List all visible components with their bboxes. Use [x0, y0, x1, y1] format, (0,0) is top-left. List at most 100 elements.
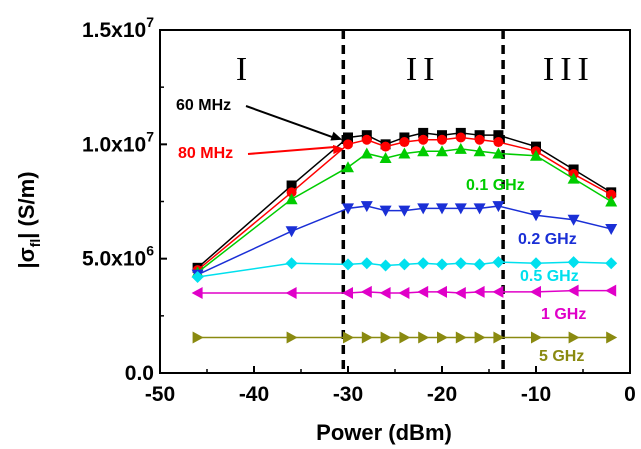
data-point-80-mhz — [380, 141, 391, 152]
data-point-80-mhz — [474, 134, 485, 145]
y-tick-label: 1.0x107 — [82, 128, 154, 156]
data-point-5-ghz — [531, 331, 542, 344]
data-point-1-ghz — [379, 286, 391, 299]
data-point-80-mhz — [606, 189, 617, 200]
data-point-0-2-ghz — [285, 226, 298, 238]
series-label-0-2-ghz: 0.2 GHz — [518, 231, 577, 248]
series-0-2-ghz — [191, 201, 618, 281]
data-point-5-ghz — [380, 331, 392, 344]
y-tick-label: 1.5x107 — [82, 14, 154, 42]
data-point-80-mhz — [437, 134, 447, 145]
data-point-0-5-ghz — [605, 257, 618, 270]
data-point-0-2-ghz — [379, 205, 392, 217]
data-point-0-2-ghz — [360, 201, 373, 213]
data-point-1-ghz — [605, 284, 617, 297]
y-axis-title-sub: fl — [27, 239, 43, 248]
data-point-5-ghz — [606, 331, 618, 344]
series-5-ghz — [192, 331, 618, 344]
series-label-80-mhz: 80 MHz — [178, 145, 233, 162]
data-point-5-ghz — [192, 331, 204, 344]
y-axis-title-rest: | (S/m) — [14, 171, 39, 238]
arrow-head-60-mhz — [330, 131, 343, 141]
data-point-0-1-ghz — [436, 145, 448, 157]
x-tick-label: -30 — [333, 383, 363, 406]
x-tick-label: -50 — [145, 383, 175, 406]
x-tick-label: -10 — [521, 383, 551, 406]
data-point-1-ghz — [342, 286, 353, 299]
y-tick-exponent: 6 — [146, 243, 154, 259]
series-label-1-ghz: 1 GHz — [541, 306, 586, 323]
y-axis-title: |σfl| (S/m) — [14, 171, 43, 268]
data-point-80-mhz — [286, 187, 297, 198]
y-tick-mantissa: 5.0x10 — [82, 248, 146, 271]
series-label-0-5-ghz: 0.5 GHz — [520, 268, 579, 285]
data-point-60-mhz — [343, 132, 353, 143]
data-point-5-ghz — [286, 331, 298, 344]
y-tick-label: 0.0 — [125, 362, 154, 385]
data-point-1-ghz — [191, 286, 203, 299]
y-tick-exponent: 7 — [146, 128, 154, 144]
data-point-5-ghz — [418, 331, 430, 344]
data-point-80-mhz — [343, 139, 353, 150]
data-point-0-1-ghz — [473, 145, 486, 157]
data-point-5-ghz — [399, 331, 411, 344]
data-point-0-5-ghz — [417, 257, 430, 270]
data-point-0-2-ghz — [605, 223, 618, 235]
series-labels: 60 MHz 80 MHz 0.1 GHz 0.2 GHz 0.5 GHz 1 GHz 5 … — [176, 97, 586, 365]
data-point-0-2-ghz — [417, 203, 430, 215]
data-point-5-ghz — [343, 331, 354, 344]
data-point-0-5-ghz — [454, 257, 467, 270]
data-point-0-1-ghz — [360, 147, 373, 159]
region-label-iii: III — [543, 51, 595, 88]
data-point-80-mhz — [399, 137, 410, 148]
data-point-1-ghz — [360, 285, 372, 298]
data-point-1-ghz — [473, 285, 485, 298]
data-point-5-ghz — [493, 331, 505, 344]
data-point-0-5-ghz — [473, 258, 486, 271]
data-point-0-5-ghz — [285, 257, 298, 270]
data-point-0-1-ghz — [398, 147, 411, 159]
data-point-1-ghz — [285, 286, 297, 299]
x-axis-title: Power (dBm) — [316, 420, 452, 445]
data-point-80-mhz — [455, 132, 466, 143]
data-point-1-ghz — [436, 285, 447, 298]
data-point-0-2-ghz — [454, 203, 467, 215]
data-point-1-ghz — [417, 285, 429, 298]
data-point-0-2-ghz — [473, 203, 486, 215]
arrow-line-80-mhz — [247, 145, 337, 155]
data-point-5-ghz — [568, 331, 580, 344]
data-point-0-5-ghz — [398, 258, 411, 271]
data-point-0-1-ghz — [605, 195, 618, 207]
data-point-0-5-ghz — [530, 257, 542, 270]
y-axis-title-main: |σ — [14, 247, 39, 268]
y-tick-mantissa: 1.0x10 — [82, 133, 146, 156]
data-point-0-1-ghz — [379, 152, 392, 164]
data-point-1-ghz — [530, 285, 541, 298]
y-tick-mantissa: 0.0 — [125, 362, 154, 385]
data-point-1-ghz — [567, 284, 579, 297]
y-tick-exponent: 7 — [146, 14, 154, 30]
arrow-head-80-mhz — [332, 144, 345, 155]
data-point-5-ghz — [437, 331, 448, 344]
data-point-5-ghz — [474, 331, 486, 344]
data-point-0-1-ghz — [417, 145, 430, 157]
data-point-0-1-ghz — [285, 193, 298, 205]
data-point-80-mhz — [361, 134, 372, 145]
data-point-1-ghz — [492, 285, 504, 298]
region-label-ii: II — [406, 51, 441, 88]
series-label-60-mhz: 60 MHz — [176, 97, 231, 114]
y-tick-mantissa: 1.5x10 — [82, 19, 146, 42]
data-point-0-5-ghz — [342, 258, 354, 271]
series-line-0-1-ghz — [197, 148, 612, 273]
y-tick-label: 5.0x106 — [82, 243, 154, 271]
data-point-0-5-ghz — [567, 256, 580, 269]
arrow-line-60-mhz — [245, 105, 335, 139]
series-1-ghz — [191, 284, 617, 299]
data-point-0-5-ghz — [379, 259, 392, 272]
data-point-0-1-ghz — [567, 172, 580, 184]
data-point-0-1-ghz — [454, 142, 467, 154]
data-point-5-ghz — [361, 331, 373, 344]
series-label-0-1-ghz: 0.1 GHz — [466, 177, 525, 194]
